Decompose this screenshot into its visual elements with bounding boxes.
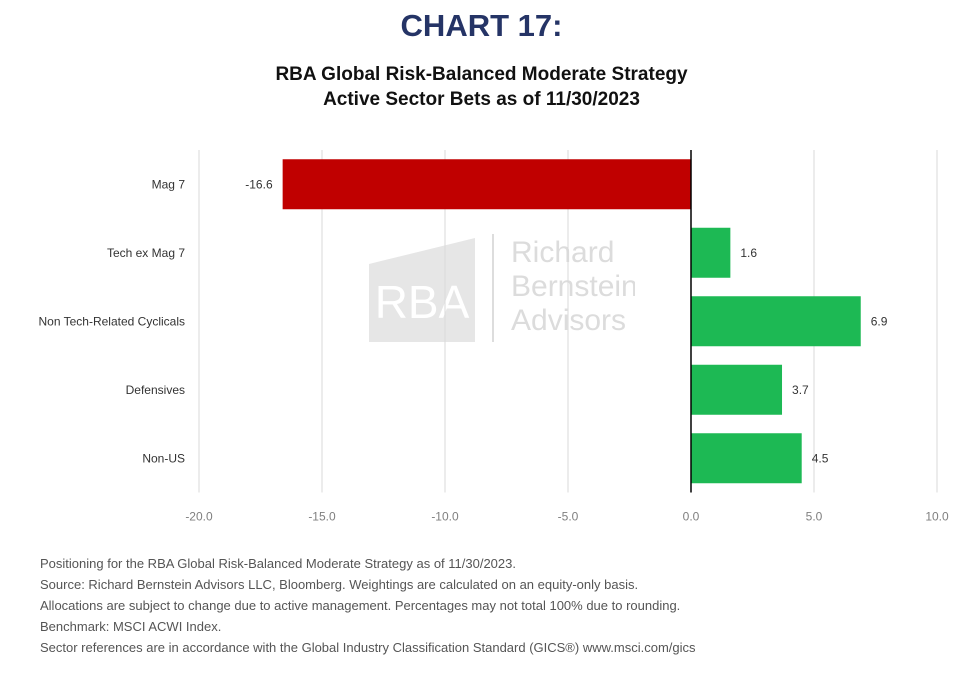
rba-logo-watermark: RBA Richard Bernstein Advisors [369, 234, 635, 342]
logo-monogram: RBA [375, 276, 470, 328]
x-tick-label: 0.0 [683, 510, 700, 524]
chart-number: CHART 17: [400, 8, 563, 43]
x-tick-label: 5.0 [806, 510, 823, 524]
logo-word-3: Advisors [511, 304, 626, 337]
bar [691, 433, 802, 484]
footnote-2: Source: Richard Bernstein Advisors LLC, … [40, 577, 639, 592]
value-label: 4.5 [812, 451, 829, 465]
logo-word-1: Richard [511, 236, 614, 269]
footnotes: Positioning for the RBA Global Risk-Bala… [40, 553, 696, 658]
bar [282, 159, 691, 210]
value-label: 1.6 [740, 246, 757, 260]
category-label: Defensives [126, 383, 185, 397]
x-tick-label: -15.0 [308, 510, 336, 524]
logo-word-2: Bernstein [511, 270, 635, 303]
value-label: 3.7 [792, 383, 809, 397]
category-label: Mag 7 [152, 177, 186, 191]
category-label: Non Tech-Related Cyclicals [38, 314, 185, 328]
bar [691, 364, 783, 415]
footnote-3: Allocations are subject to change due to… [40, 598, 681, 613]
bar-chart: -20.0 -15.0 -10.0 -5.0 0.0 5.0 10.0 Mag 7 -16.6 T… [38, 150, 949, 524]
chart-title-line-2: Active Sector Bets as of 11/30/2023 [323, 89, 640, 110]
footnote-1: Positioning for the RBA Global Risk-Bala… [40, 556, 516, 571]
chart-title: RBA Global Risk-Balanced Moderate Strate… [0, 62, 963, 112]
logo-backdrop-shape [369, 238, 475, 342]
value-label: 6.9 [871, 314, 888, 328]
bar [691, 296, 861, 347]
x-tick-label: -5.0 [558, 510, 579, 524]
x-tick-label: -10.0 [431, 510, 459, 524]
footnote-4: Benchmark: MSCI ACWI Index. [40, 619, 222, 634]
bar [691, 227, 731, 278]
category-label: Tech ex Mag 7 [107, 246, 185, 260]
category-label: Non-US [142, 451, 185, 465]
x-tick-label: -20.0 [185, 510, 213, 524]
x-tick-label: 10.0 [925, 510, 949, 524]
footnote-5: Sector references are in accordance with… [40, 640, 696, 655]
chart-title-line-1: RBA Global Risk-Balanced Moderate Strate… [275, 64, 688, 85]
value-label: -16.6 [245, 177, 273, 191]
